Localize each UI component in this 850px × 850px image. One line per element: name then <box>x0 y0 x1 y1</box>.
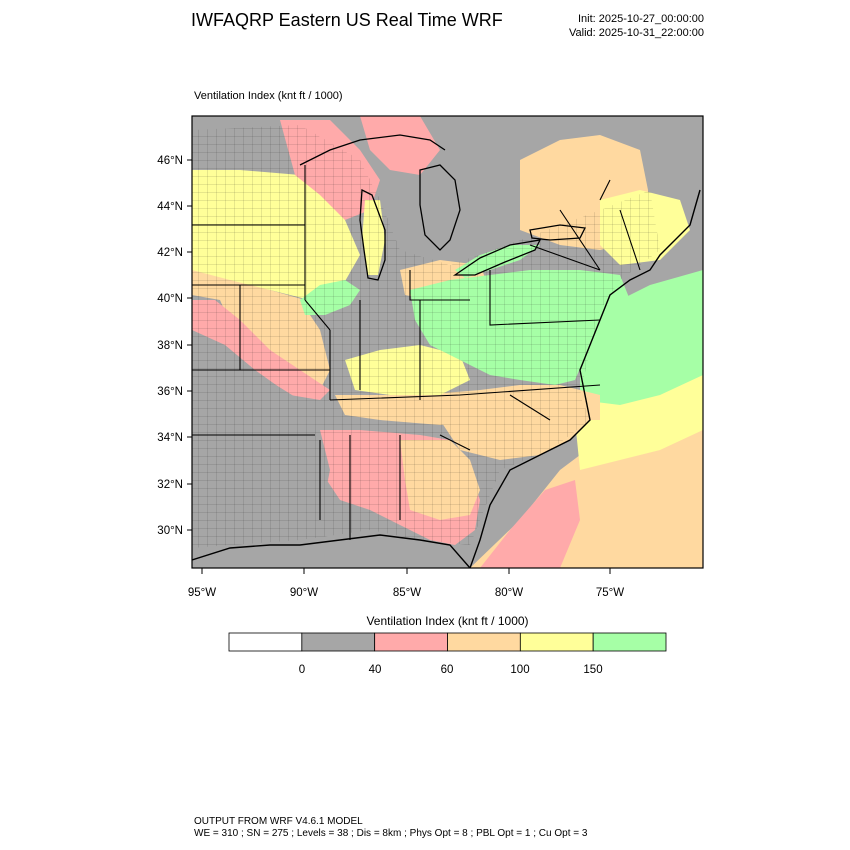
ocean-pink-region <box>480 480 580 568</box>
gulf-coastline <box>192 534 471 568</box>
lat-label-42n: 42°N <box>157 247 183 259</box>
colorbar-box-3 <box>447 632 521 652</box>
colorbar-label-60: 60 <box>441 664 454 676</box>
lat-label-32n: 32°N <box>157 479 183 491</box>
longitude-axis: 95°W 90°W 85°W 80°W 75°W <box>188 568 624 599</box>
lat-label-44n: 44°N <box>157 201 183 213</box>
colorbar-label-0: 0 <box>299 664 305 676</box>
colorbar-labels: 0 40 60 100 150 <box>299 664 603 676</box>
valid-time: Valid: 2025-10-31_22:00:00 <box>569 27 704 39</box>
lat-label-36n: 36°N <box>157 386 183 398</box>
upper-michigan-pink-region <box>360 116 440 175</box>
colorbar-label-100: 100 <box>510 664 529 676</box>
lake-ontario <box>529 224 586 241</box>
colorbar-title: Ventilation Index (knt ft / 1000) <box>366 614 529 628</box>
latitude-axis: 46°N 44°N 42°N 40°N 38°N 36°N 34°N 32°N … <box>157 155 192 537</box>
lon-label-95w: 95°W <box>188 587 216 599</box>
footer-settings: WE = 310 ; SN = 275 ; Levels = 38 ; Dis … <box>194 828 588 839</box>
colorbar-box-1 <box>301 632 376 652</box>
lon-label-80w: 80°W <box>495 587 523 599</box>
lake-michigan <box>359 188 386 281</box>
init-time: Init: 2025-10-27_00:00:00 <box>578 13 704 25</box>
colorbar-box-4 <box>519 632 594 652</box>
colorbar-label-150: 150 <box>583 664 602 676</box>
lat-label-30n: 30°N <box>157 525 183 537</box>
ocean-green-region <box>580 270 703 405</box>
lake-huron <box>419 164 461 251</box>
lat-label-38n: 38°N <box>157 340 183 352</box>
lat-label-40n: 40°N <box>157 293 183 305</box>
colorbar <box>228 632 667 652</box>
map-area <box>192 116 703 568</box>
map-frame <box>191 115 704 569</box>
page-title: IWFAQRP Eastern US Real Time WRF <box>191 10 503 30</box>
lat-label-34n: 34°N <box>157 432 183 444</box>
footer-model: OUTPUT FROM WRF V4.6.1 MODEL <box>194 816 363 827</box>
lon-label-90w: 90°W <box>290 587 318 599</box>
lake-erie <box>452 239 542 276</box>
colorbar-box-2 <box>374 632 448 652</box>
lake-superior-shore <box>299 134 446 166</box>
county-lines <box>192 125 660 548</box>
lon-label-75w: 75°W <box>596 587 624 599</box>
atlantic-coastline <box>469 189 701 568</box>
state-borders <box>192 165 641 540</box>
lon-label-85w: 85°W <box>393 587 421 599</box>
map-caption: Ventilation Index (knt ft / 1000) <box>194 90 343 102</box>
colorbar-box-0 <box>228 632 303 652</box>
colorbar-label-40: 40 <box>369 664 382 676</box>
lat-label-46n: 46°N <box>157 155 183 167</box>
colorbar-box-5 <box>592 632 667 652</box>
